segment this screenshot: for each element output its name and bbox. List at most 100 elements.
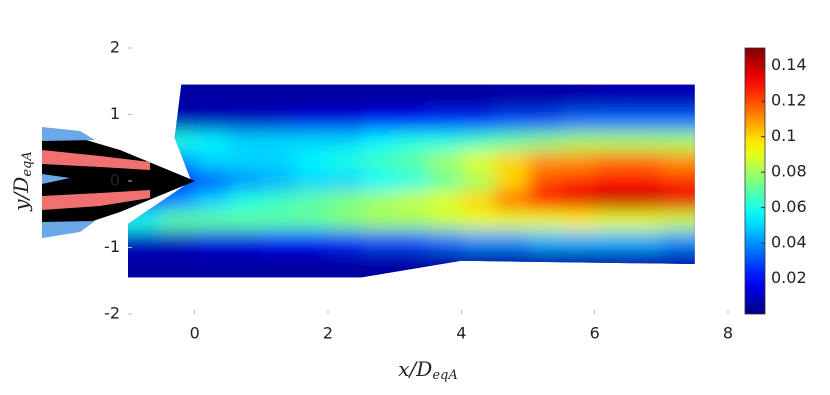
heat-cell: [394, 131, 429, 153]
heat-cell: [628, 230, 663, 252]
heat-cell: [628, 210, 663, 232]
heat-cell: [528, 250, 563, 278]
heat-cell: [361, 171, 396, 192]
heat-cell: [428, 210, 463, 232]
cells: [128, 84, 695, 278]
heat-cell: [294, 210, 329, 232]
heat-cell: [494, 111, 529, 133]
heat-cell: [494, 210, 529, 232]
heat-cell: [128, 131, 163, 153]
heat-cell: [661, 111, 695, 133]
x-tick-label: 4: [456, 324, 466, 343]
heat-cell: [361, 210, 396, 232]
y-axis-label: y/DeqA: [9, 151, 35, 211]
heat-cell: [261, 230, 296, 252]
heat-cell: [161, 111, 196, 133]
heat-cell: [528, 131, 563, 153]
heat-cell: [194, 84, 229, 113]
heat-cell: [661, 151, 695, 173]
heat-cell: [461, 131, 496, 153]
heat-cell: [494, 151, 529, 173]
y-tick-label: -2: [104, 304, 120, 323]
colorbar: [744, 47, 766, 315]
colorbar-tick-label: 0.12: [771, 91, 807, 110]
heat-cell: [394, 250, 429, 278]
heat-cell: [161, 210, 196, 232]
heat-cell: [594, 84, 629, 113]
heat-cell: [494, 250, 529, 278]
heat-cell: [628, 111, 663, 133]
heat-cell: [428, 171, 463, 192]
colorbar-tick-label: 0.06: [771, 197, 807, 216]
heat-cell: [361, 151, 396, 173]
y-tick-label: -1: [104, 237, 120, 256]
heat-cell: [194, 111, 229, 133]
heat-cell: [261, 84, 296, 113]
heat-cell: [528, 84, 563, 113]
heat-cell: [261, 250, 296, 278]
heat-cell: [261, 190, 296, 212]
heat-cell: [228, 230, 263, 252]
heat-cell: [228, 190, 263, 212]
heat-cell: [261, 131, 296, 153]
heat-cell: [461, 84, 496, 113]
heat-cell: [328, 210, 363, 232]
heat-cell: [228, 111, 263, 133]
heat-cell: [594, 111, 629, 133]
heat-cell: [328, 84, 363, 113]
heat-cell: [294, 230, 329, 252]
colorbar-tick-label: 0.08: [771, 162, 807, 181]
axes: 0 2 4 6 8 -2 -1 0 1 2 0.02 0.04 0.06 0.08 0.1 0.12 0.14: [104, 38, 807, 343]
heat-cell: [528, 210, 563, 232]
heat-cell: [361, 230, 396, 252]
heat-cell: [194, 171, 229, 192]
heat-cell: [428, 131, 463, 153]
heat-cell: [228, 171, 263, 192]
heat-cell: [528, 111, 563, 133]
heat-cell: [461, 230, 496, 252]
x-tick-label: 6: [590, 324, 600, 343]
heat-cell: [194, 131, 229, 153]
heat-cell: [428, 230, 463, 252]
heat-cell: [428, 250, 463, 278]
heat-cell: [594, 250, 629, 278]
heat-cell: [561, 190, 596, 212]
heat-cell: [161, 131, 196, 153]
heat-cell: [428, 190, 463, 212]
heat-cell: [261, 111, 296, 133]
x-tick-label: 2: [323, 324, 333, 343]
heat-cell: [528, 171, 563, 192]
heat-cell: [594, 230, 629, 252]
heat-cell: [528, 190, 563, 212]
heat-cell: [461, 190, 496, 212]
heat-cell: [628, 84, 663, 113]
heat-cell: [661, 210, 695, 232]
heat-cell: [528, 230, 563, 252]
y-tick-label: 1: [110, 104, 120, 123]
heat-cell: [361, 131, 396, 153]
heat-cell: [394, 84, 429, 113]
heat-cell: [628, 250, 663, 278]
heat-cell: [194, 151, 229, 173]
heat-cell: [294, 190, 329, 212]
heat-cell: [328, 171, 363, 192]
heat-cell: [528, 151, 563, 173]
heat-cell: [428, 151, 463, 173]
heat-cell: [261, 210, 296, 232]
x-tick-label: 0: [190, 324, 200, 343]
heat-cell: [394, 190, 429, 212]
heat-cell: [561, 151, 596, 173]
heat-cell: [328, 190, 363, 212]
heat-cell: [294, 171, 329, 192]
heat-cell: [494, 190, 529, 212]
heat-cell: [594, 131, 629, 153]
heat-cell: [294, 250, 329, 278]
heat-cell: [261, 171, 296, 192]
heat-cell: [594, 210, 629, 232]
heat-cell: [561, 131, 596, 153]
heat-cell: [361, 84, 396, 113]
heat-cell: [428, 111, 463, 133]
heat-cell: [228, 250, 263, 278]
heat-cell: [128, 250, 163, 278]
